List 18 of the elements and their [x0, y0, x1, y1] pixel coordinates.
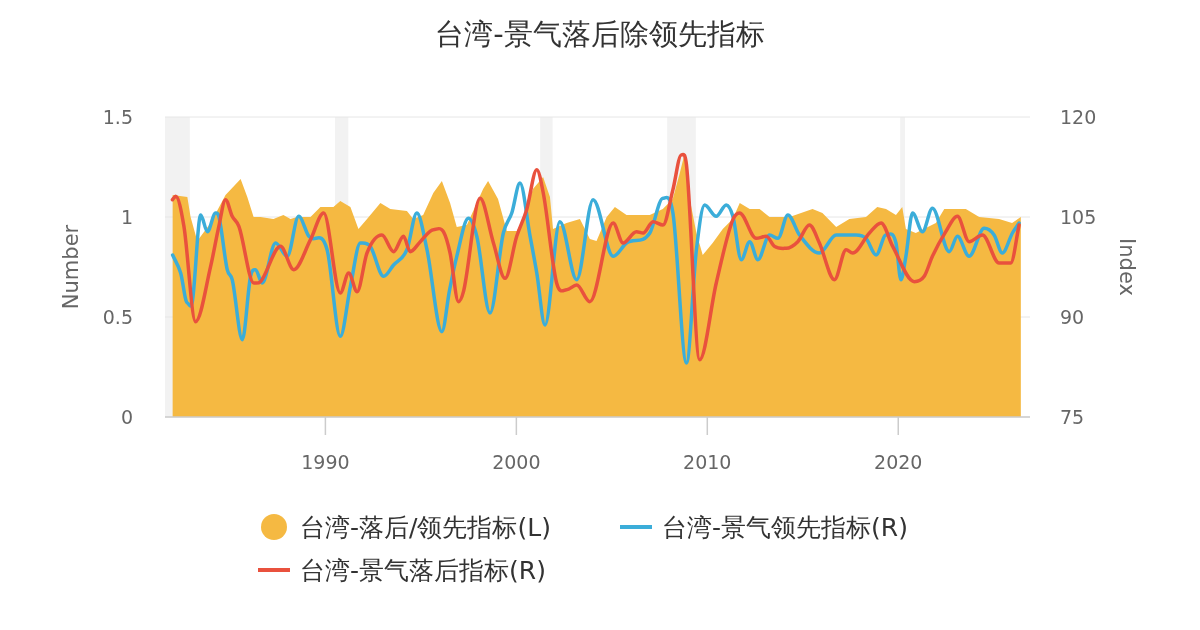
y-axis-title: Number [59, 224, 83, 310]
legend-label: 台湾-景气落后指标(R) [300, 556, 546, 585]
y-tick-label: 1 [120, 206, 133, 228]
y2-tick-label: 105 [1060, 206, 1097, 228]
y2-tick-label: 120 [1060, 106, 1097, 128]
y2-axis-title: Index [1115, 238, 1139, 296]
y-tick-label: 0 [120, 406, 133, 428]
x-tick-label: 2010 [683, 451, 732, 473]
y2-tick-label: 75 [1060, 406, 1085, 428]
legend-label: 台湾-景气领先指标(R) [662, 513, 908, 542]
y-tick-label: 1.5 [102, 106, 133, 128]
x-tick-label: 2000 [492, 451, 541, 473]
y2-tick-label: 90 [1060, 306, 1085, 328]
chart-title: 台湾-景气落后除领先指标 [435, 17, 765, 51]
y-tick-label: 0.5 [102, 306, 133, 328]
x-tick-label: 2020 [874, 451, 923, 473]
x-tick-label: 1990 [301, 451, 350, 473]
legend-label: 台湾-落后/领先指标(L) [300, 513, 551, 542]
